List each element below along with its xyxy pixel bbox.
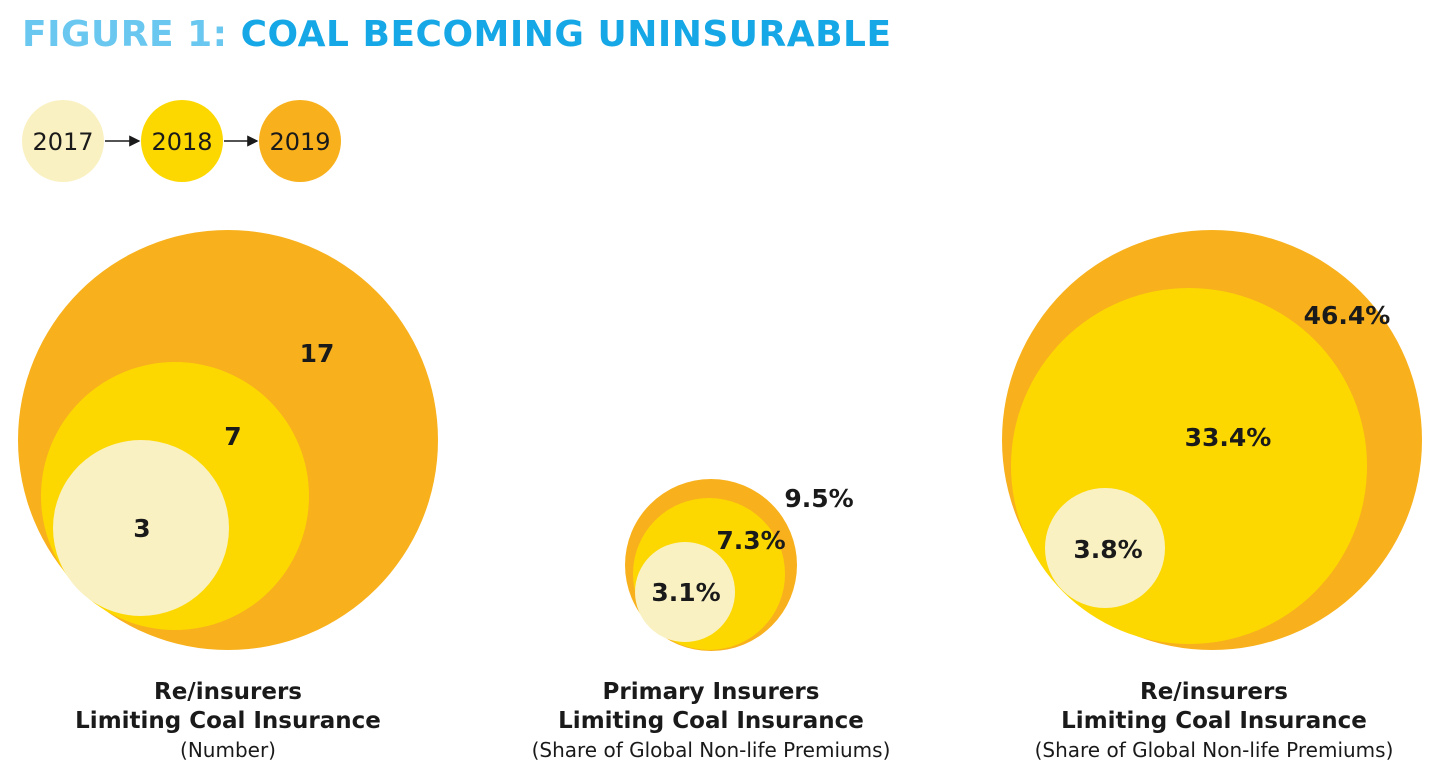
bubble-2017 xyxy=(53,440,229,616)
caption-chart-1: Re/insurers Limiting Coal Insurance (Num… xyxy=(0,678,468,765)
data-label-2017: 3.8% xyxy=(1073,535,1142,564)
figure-title-prefix: FIGURE 1: xyxy=(22,14,228,55)
data-label-2018: 7 xyxy=(224,422,241,451)
figure-title-main: COAL BECOMING UNINSURABLE xyxy=(240,14,892,55)
legend-label-2018: 2018 xyxy=(151,128,212,156)
figure-title: FIGURE 1: COAL BECOMING UNINSURABLE xyxy=(22,14,892,55)
caption-title-line2: Limiting Coal Insurance xyxy=(75,708,381,734)
caption-title-line2: Limiting Coal Insurance xyxy=(1061,708,1367,734)
data-label-2018: 33.4% xyxy=(1185,423,1272,452)
caption-title-line2: Limiting Coal Insurance xyxy=(558,708,864,734)
data-label-2019: 17 xyxy=(300,339,335,368)
data-label-2018: 7.3% xyxy=(716,526,785,555)
caption-chart-2: Primary Insurers Limiting Coal Insurance… xyxy=(471,678,951,765)
data-label-2019: 46.4% xyxy=(1304,301,1391,330)
data-label-2017: 3.1% xyxy=(651,578,720,607)
caption-chart-3: Re/insurers Limiting Coal Insurance (Sha… xyxy=(974,678,1444,765)
caption-title: Re/insurers xyxy=(153,679,302,705)
bubble-2017 xyxy=(635,542,735,642)
legend-swatch-2018 xyxy=(141,100,223,182)
caption-title: Re/insurers xyxy=(1139,679,1288,705)
legend-label-2019: 2019 xyxy=(269,128,330,156)
data-label-2017: 3 xyxy=(133,514,150,543)
bubble-chart-2: 9.5% 7.3% 3.1% xyxy=(625,479,854,651)
legend-swatch-2017 xyxy=(22,100,104,182)
legend-label-2017: 2017 xyxy=(32,128,93,156)
caption-subtitle: (Share of Global Non-life Premiums) xyxy=(1034,738,1394,762)
caption-subtitle: (Share of Global Non-life Premiums) xyxy=(531,738,891,762)
caption-title: Primary Insurers xyxy=(602,679,820,705)
legend: 2017 2018 2019 xyxy=(22,100,341,182)
caption-subtitle: (Number) xyxy=(180,738,276,762)
bubble-chart-3: 46.4% 33.4% 3.8% xyxy=(1002,230,1422,650)
bubble-2017 xyxy=(1045,488,1165,608)
legend-swatch-2019 xyxy=(259,100,341,182)
data-label-2019: 9.5% xyxy=(784,484,853,513)
